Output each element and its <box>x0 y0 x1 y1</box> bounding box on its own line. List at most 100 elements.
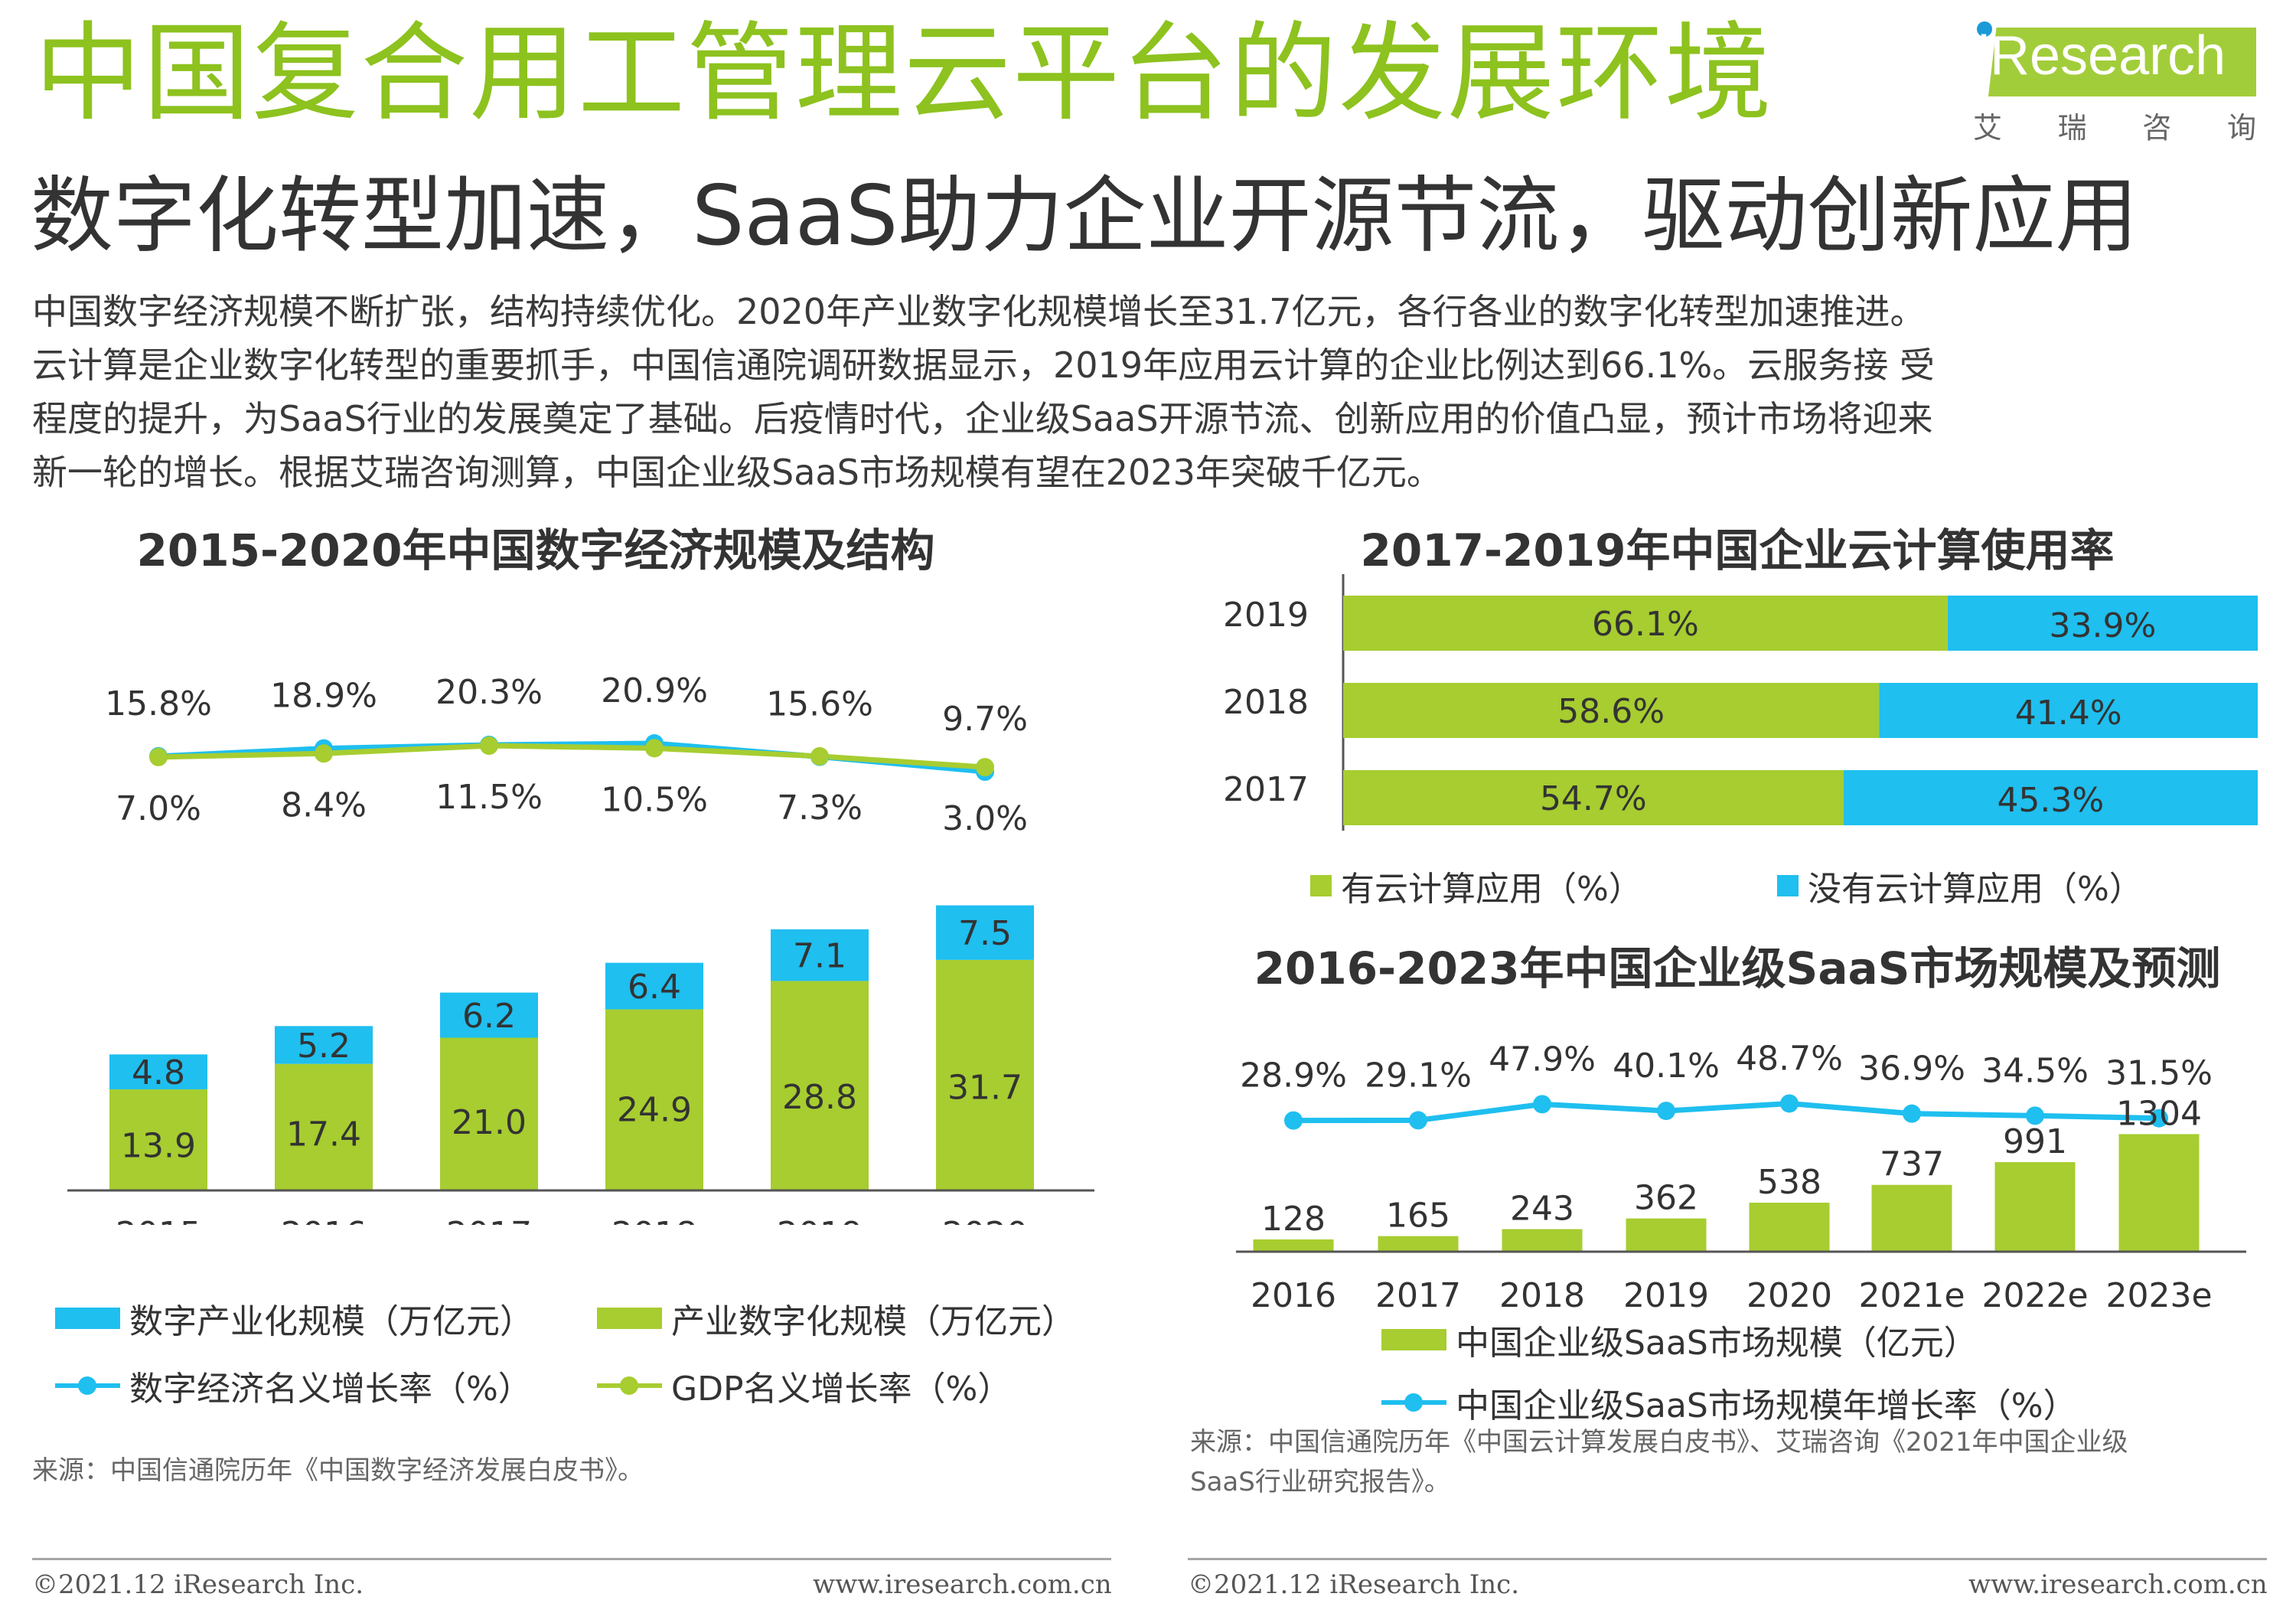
gdp-rate-point <box>810 746 829 766</box>
bar-value-label: 41.4% <box>2015 694 2122 733</box>
rate-data-label: 15.8% <box>105 684 212 723</box>
bar-value-label: 1304 <box>2116 1094 2202 1133</box>
saas-growth-point <box>1284 1111 1303 1130</box>
growth-data-label: 31.5% <box>2105 1054 2213 1093</box>
bar-value-label: 58.6% <box>1557 692 1665 731</box>
bar-digital-industrialization <box>275 1026 373 1064</box>
legend-line-icon <box>55 1376 120 1395</box>
legend-label: 数字经济名义增长率（%） <box>129 1370 532 1409</box>
chart-digital-economy-source: 来源：中国信通院历年《中国数字经济发展白皮书》。 <box>32 1455 644 1486</box>
bar-digital-industrialization <box>936 905 1034 960</box>
legend-swatch <box>1381 1329 1446 1350</box>
footer-url: www.iresearch.com.cn <box>813 1569 1112 1600</box>
footer-copyright: ©2021.12 iResearch Inc. <box>32 1569 364 1600</box>
bar-saas-market <box>2118 1134 2200 1252</box>
logo-dot-icon <box>1977 21 1992 37</box>
saas-growth-point <box>1409 1111 1427 1130</box>
logo-box <box>1988 28 2256 96</box>
bar-saas-market <box>1749 1203 1830 1252</box>
growth-data-label: 34.5% <box>1981 1051 2089 1090</box>
gdp-data-label: 7.0% <box>116 789 201 828</box>
bar-value-label: 13.9 <box>121 1127 196 1166</box>
intro-line: 云计算是企业数字化转型的重要抓手，中国信通院调研数据显示，2019年应用云计算的… <box>32 344 1935 386</box>
legend-swatch <box>55 1308 120 1329</box>
x-tick-label: 2019 <box>777 1215 863 1225</box>
footer-copyright: ©2021.12 iResearch Inc. <box>1188 1569 1520 1600</box>
logo-sub-char: 咨 <box>2142 111 2172 145</box>
bar-digital-industrialization <box>605 962 703 1010</box>
bar-value-label: 6.2 <box>462 997 516 1036</box>
rate-data-label: 20.9% <box>601 671 708 710</box>
gdp-rate-point <box>315 744 333 763</box>
gdp-rate-point <box>645 739 664 758</box>
legend-label: 有云计算应用（%） <box>1341 870 1642 909</box>
iresearch-logo: iResearch 艾 瑞 咨 询 <box>1973 21 2256 146</box>
y-tick-label: 2018 <box>1223 683 1309 722</box>
x-tick-label: 2021e <box>1858 1276 1965 1315</box>
intro-line: 新一轮的增长。根据艾瑞咨询测算，中国企业级SaaS市场规模有望在2023年突破千… <box>32 452 1442 493</box>
page-subtitle: 数字化转型加速，SaaS助力企业开源节流，驱动创新应用 <box>31 168 2138 264</box>
bar-value-label: 737 <box>1880 1145 1944 1184</box>
bar-value-label: 17.4 <box>286 1115 361 1154</box>
gdp-data-label: 3.0% <box>942 799 1028 838</box>
legend-line-icon <box>597 1376 662 1395</box>
bar-value-label: 165 <box>1386 1197 1450 1236</box>
bar-with-cloud <box>1343 596 1948 651</box>
growth-data-label: 48.7% <box>1736 1039 1843 1078</box>
saas-growth-point <box>2026 1106 2044 1125</box>
y-tick-label: 2019 <box>1223 596 1309 635</box>
bar-value-label: 538 <box>1757 1163 1821 1202</box>
chart-digital-economy: 15.8% 18.9% 20.3% 20.9% 15.6% 9.7% 7.0% 8.4% 11.… <box>67 671 1094 1225</box>
bar-value-label: 7.5 <box>958 914 1012 953</box>
bar-value-label: 24.9 <box>617 1091 692 1130</box>
x-tick-label: 2022e <box>1981 1276 2088 1315</box>
saas-growth-point <box>1903 1104 1921 1123</box>
bar-value-label: 66.1% <box>1592 605 1699 644</box>
gdp-data-label: 8.4% <box>281 785 367 824</box>
bar-industry-digitization <box>771 981 869 1190</box>
footer-divider <box>32 1558 1111 1560</box>
legend-item: 数字经济名义增长率（%） <box>55 1361 532 1410</box>
intro-line: 中国数字经济规模不断扩张，结构持续优化。2020年产业数字化规模增长至31.7亿… <box>32 291 1926 332</box>
bar-digital-industrialization <box>109 1054 207 1089</box>
saas-growth-line <box>1293 1100 2160 1124</box>
bar-value-label: 128 <box>1261 1200 1326 1239</box>
bar-saas-market <box>1378 1236 1459 1252</box>
bar-saas-market <box>1626 1218 1707 1252</box>
chart-cloud-usage-title: 2017-2019年中国企业云计算使用率 <box>1360 524 2115 576</box>
bar-saas-market <box>1994 1162 2076 1252</box>
bar-value-label: 5.2 <box>297 1027 351 1066</box>
gdp-rate-point <box>480 736 498 756</box>
x-tick-label: 2019 <box>1623 1276 1709 1315</box>
logo-sub-char: 艾 <box>1973 111 2003 145</box>
bar-digital-industrialization <box>440 992 538 1038</box>
gdp-rate-point <box>149 747 168 766</box>
logo-subtitle: 艾 瑞 咨 询 <box>1973 104 2256 146</box>
footer-url: www.iresearch.com.cn <box>1968 1569 2268 1600</box>
growth-data-label: 36.9% <box>1858 1050 1965 1089</box>
legend-item: GDP名义增长率（%） <box>597 1361 1011 1410</box>
legend-item: 中国企业级SaaS市场规模（亿元） <box>1381 1315 1978 1364</box>
legend-label: 产业数字化规模（万亿元） <box>671 1302 1075 1341</box>
y-tick-label: 2017 <box>1223 770 1309 809</box>
growth-data-label: 47.9% <box>1489 1040 1596 1079</box>
bar-value-label: 54.7% <box>1540 779 1647 818</box>
logo-sub-char: 瑞 <box>2057 111 2087 145</box>
x-tick-label: 2016 <box>1251 1276 1336 1315</box>
x-tick-label: 2017 <box>446 1215 532 1225</box>
growth-data-label: 29.1% <box>1365 1056 1472 1095</box>
bar-industry-digitization <box>109 1089 207 1190</box>
growth-data-label: 40.1% <box>1613 1047 1720 1086</box>
bar-value-label: 362 <box>1634 1179 1698 1218</box>
legend-swatch <box>1310 875 1332 896</box>
saas-growth-point <box>1780 1094 1799 1113</box>
legend-label: 中国企业级SaaS市场规模（亿元） <box>1456 1324 1978 1363</box>
gdp-rate-point <box>976 758 994 777</box>
bar-value-label: 7.1 <box>793 937 846 976</box>
source-line: 来源：中国信通院历年《中国云计算发展白皮书》、艾瑞咨询《2021年中国企业级 <box>1190 1427 2128 1458</box>
legend-line-icon <box>1381 1393 1446 1412</box>
x-tick-label: 2020 <box>942 1215 1028 1225</box>
gdp-data-label: 11.5% <box>435 778 543 817</box>
bar-without-cloud <box>1879 683 2258 738</box>
bar-industry-digitization <box>275 1063 373 1190</box>
